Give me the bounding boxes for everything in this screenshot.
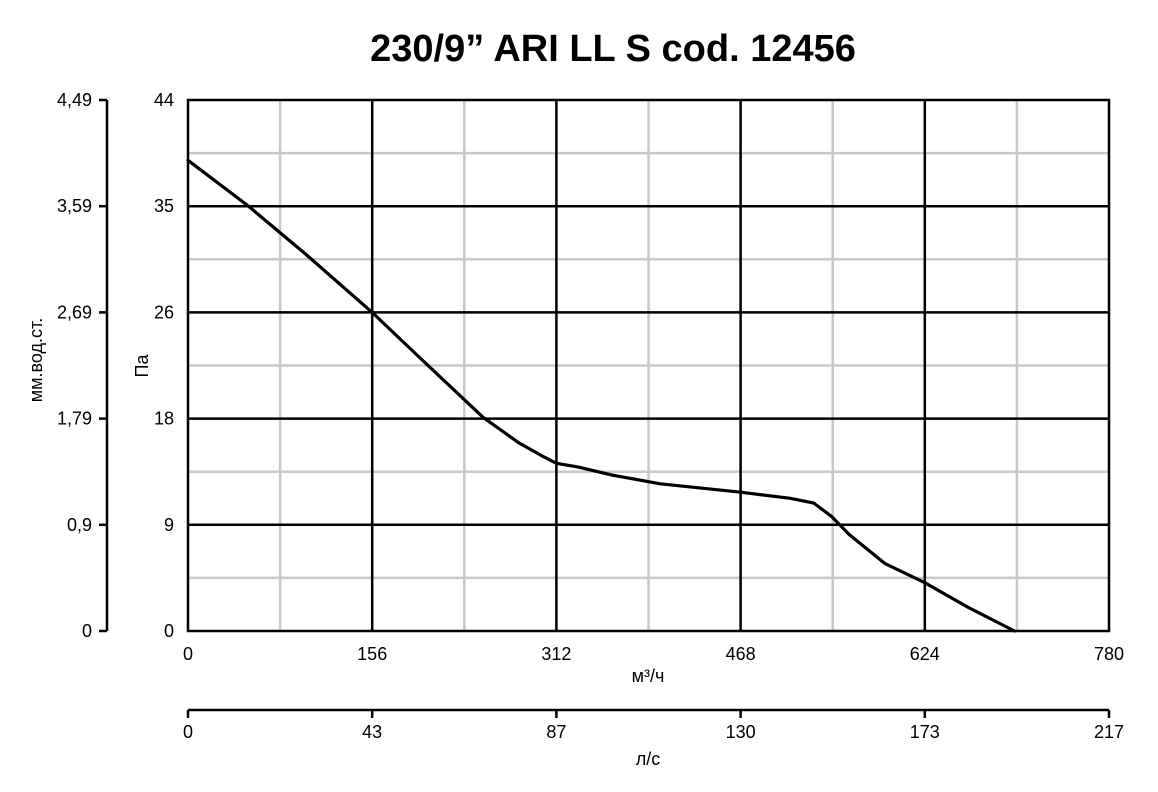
major-grid (188, 100, 1109, 631)
x-tick-label: 624 (910, 644, 940, 664)
y-tick-label: 18 (154, 409, 174, 429)
secondary-y-axis-label: мм.вод.ст. (26, 318, 46, 402)
x-tick-label: 312 (541, 644, 571, 664)
secondary-y-tick-label: 1,79 (57, 409, 92, 429)
y-tick-labels: 0 9 18 26 35 44 (154, 90, 174, 641)
secondary-y-tick-label: 2,69 (57, 302, 92, 322)
x-tick-label: 156 (357, 644, 387, 664)
y-tick-label: 26 (154, 302, 174, 322)
secondary-x-tick-label: 217 (1094, 722, 1124, 742)
secondary-x-tick-label: 173 (910, 722, 940, 742)
plot-frame (186, 98, 1111, 633)
secondary-y-tick-label: 0 (82, 621, 92, 641)
secondary-y-tick-label: 3,59 (57, 196, 92, 216)
y-tick-label: 44 (154, 90, 174, 110)
x-tick-label: 0 (183, 644, 193, 664)
x-axis-label: м³/ч (632, 666, 665, 686)
y-tick-label: 0 (164, 621, 174, 641)
secondary-x-axis: 0 43 87 130 173 217 (183, 708, 1124, 742)
y-axis-label: Па (132, 354, 152, 378)
chart-title: 230/9” ARI LL S cod. 12456 (370, 28, 856, 70)
secondary-x-tick-label: 0 (183, 722, 193, 742)
secondary-x-tick-label: 130 (726, 722, 756, 742)
x-tick-label: 468 (726, 644, 756, 664)
plot-border (186, 98, 1111, 633)
pressure-curve (186, 158, 1017, 633)
secondary-y-tick-label: 0,9 (67, 515, 92, 535)
y-tick-label: 9 (164, 515, 174, 535)
secondary-x-tick-label: 87 (546, 722, 566, 742)
minor-grid (188, 100, 1109, 631)
x-tick-label: 780 (1094, 644, 1124, 664)
secondary-x-axis-label: л/с (636, 749, 661, 769)
secondary-y-axis: 0 0,9 1,79 2,69 3,59 4,49 (57, 90, 109, 641)
y-tick-label: 35 (154, 196, 174, 216)
x-tick-labels: 0 156 312 468 624 780 (183, 644, 1124, 664)
secondary-x-tick-label: 43 (362, 722, 382, 742)
secondary-y-tick-label: 4,49 (57, 90, 92, 110)
